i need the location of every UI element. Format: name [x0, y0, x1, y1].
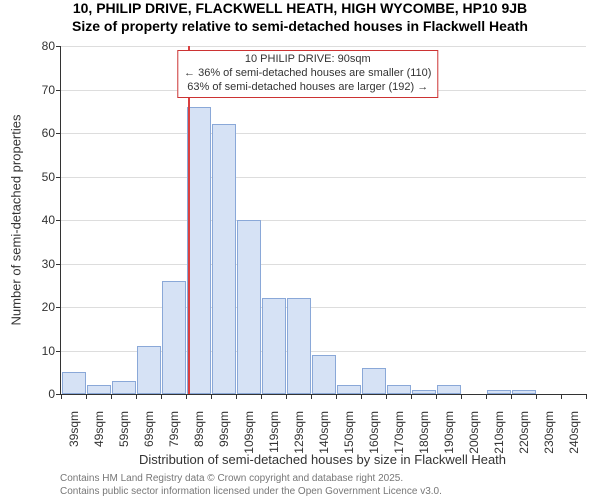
histogram-bar: [262, 298, 286, 394]
histogram-bar: [87, 385, 111, 394]
y-tick-label: 60: [42, 126, 61, 140]
x-tick-label: 230sqm: [542, 407, 556, 454]
y-tick-label: 20: [42, 300, 61, 314]
x-tick-label: 109sqm: [242, 407, 256, 454]
x-tick-label: 190sqm: [442, 407, 456, 454]
histogram-bar: [437, 385, 461, 394]
gridline: [61, 46, 586, 47]
histogram-bar: [112, 381, 136, 394]
chart-title-line2: Size of property relative to semi-detach…: [0, 18, 600, 36]
footer-attribution: Contains HM Land Registry data © Crown c…: [60, 472, 442, 498]
x-tick-label: 150sqm: [342, 407, 356, 454]
x-tick-label: 49sqm: [92, 407, 106, 447]
x-tick-label: 79sqm: [167, 407, 181, 447]
x-tick-label: 39sqm: [67, 407, 81, 447]
footer-line2: Contains public sector information licen…: [60, 485, 442, 498]
gridline: [61, 264, 586, 265]
histogram-bar: [162, 281, 186, 394]
x-tick-label: 210sqm: [492, 407, 506, 454]
x-tick-label: 99sqm: [217, 407, 231, 447]
histogram-plot: 0102030405060708039sqm49sqm59sqm69sqm79s…: [60, 46, 586, 395]
x-tick-label: 140sqm: [317, 407, 331, 454]
x-tick-label: 240sqm: [567, 407, 581, 454]
footer-line1: Contains HM Land Registry data © Crown c…: [60, 472, 442, 485]
histogram-bar: [362, 368, 386, 394]
annotation-line1: 10 PHILIP DRIVE: 90sqm: [184, 53, 431, 67]
x-tick-label: 170sqm: [392, 407, 406, 454]
histogram-bar: [412, 390, 436, 394]
annotation-line3: 63% of semi-detached houses are larger (…: [184, 81, 431, 95]
y-tick-label: 30: [42, 257, 61, 271]
gridline: [61, 133, 586, 134]
histogram-bar: [187, 107, 211, 394]
x-tick-label: 129sqm: [292, 407, 306, 454]
x-tick-label: 180sqm: [417, 407, 431, 454]
histogram-bar: [237, 220, 261, 394]
x-axis-label: Distribution of semi-detached houses by …: [139, 452, 506, 467]
gridline: [61, 220, 586, 221]
y-tick-label: 10: [42, 344, 61, 358]
histogram-bar: [212, 124, 236, 394]
x-tick-label: 220sqm: [517, 407, 531, 454]
y-tick-label: 80: [42, 39, 61, 53]
x-tick-label: 119sqm: [267, 407, 281, 453]
x-tick-label: 200sqm: [467, 407, 481, 454]
y-axis-label: Number of semi-detached properties: [9, 115, 24, 326]
x-tick-label: 59sqm: [117, 407, 131, 447]
x-tick-label: 89sqm: [192, 407, 206, 447]
reference-line: [188, 46, 190, 394]
histogram-bar: [512, 390, 536, 394]
gridline: [61, 307, 586, 308]
histogram-bar: [387, 385, 411, 394]
x-tick-label: 160sqm: [367, 407, 381, 454]
histogram-bar: [337, 385, 361, 394]
histogram-bar: [62, 372, 86, 394]
histogram-bar: [487, 390, 511, 394]
x-tick-label: 69sqm: [142, 407, 156, 447]
y-tick-label: 70: [42, 83, 61, 97]
y-tick-label: 40: [42, 213, 61, 227]
histogram-bar: [287, 298, 311, 394]
histogram-bar: [312, 355, 336, 394]
chart-title-line1: 10, PHILIP DRIVE, FLACKWELL HEATH, HIGH …: [0, 0, 600, 18]
annotation-box: 10 PHILIP DRIVE: 90sqm← 36% of semi-deta…: [177, 50, 438, 97]
y-tick-label: 50: [42, 170, 61, 184]
histogram-bar: [137, 346, 161, 394]
y-tick-label: 0: [48, 387, 61, 401]
annotation-line2: ← 36% of semi-detached houses are smalle…: [184, 67, 431, 81]
gridline: [61, 177, 586, 178]
